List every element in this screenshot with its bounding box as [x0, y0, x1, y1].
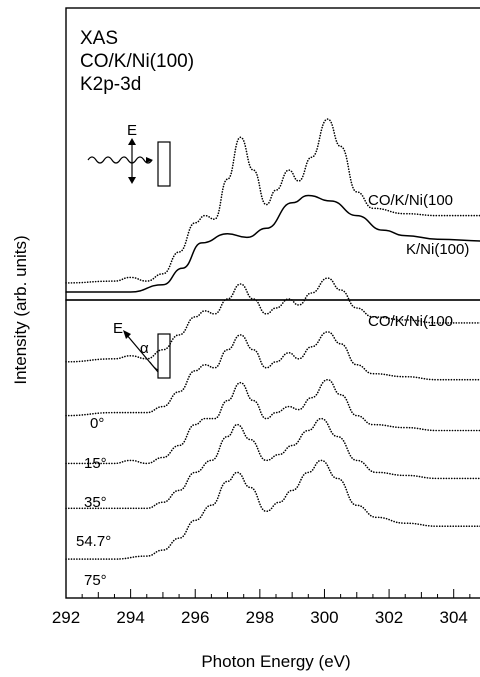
x-axis-label: Photon Energy (eV) — [201, 652, 350, 671]
x-tick-label: 298 — [246, 608, 274, 627]
title-line-1: XAS — [80, 28, 118, 49]
normal-incidence-inset: E — [87, 122, 171, 187]
sample-icon-bottom — [157, 333, 171, 379]
wavy-photon-icon — [87, 156, 153, 164]
x-tick-label: 302 — [375, 608, 403, 627]
angle-label-0: 0° — [90, 415, 104, 432]
e-vector-arrowhead-up — [128, 138, 136, 145]
title-line-2: CO/K/Ni(100) — [80, 51, 194, 72]
series-line-bottom-4 — [65, 459, 480, 560]
x-tick-label: 294 — [116, 608, 144, 627]
x-tick-label: 292 — [52, 608, 80, 627]
bottom-inset-e-label: E — [113, 320, 123, 337]
series-line-bottom-0 — [65, 277, 480, 363]
spectra-curves — [65, 118, 480, 560]
sample-icon — [157, 141, 171, 187]
series-line-bottom-2 — [65, 378, 480, 465]
angle-arc — [149, 361, 159, 371]
angle-label-35: 35° — [84, 494, 107, 511]
tilted-e-arrowhead — [123, 330, 131, 339]
bottom-panel-frame — [65, 299, 480, 599]
x-tick-label: 304 — [440, 608, 468, 627]
alpha-symbol: α — [140, 340, 149, 357]
photon-arrowhead — [146, 157, 153, 163]
series-line-top-1 — [65, 194, 480, 293]
series-line-bottom-1 — [65, 331, 480, 417]
angle-label-54-7: 54.7° — [76, 533, 111, 550]
grazing-incidence-inset: E α — [113, 320, 171, 379]
top-inset-e-label: E — [127, 122, 137, 139]
top-series-label-cok: CO/K/Ni(100 — [368, 192, 453, 209]
title-line-3: K2p-3d — [80, 74, 141, 95]
x-tick-label: 300 — [310, 608, 338, 627]
x-axis-ticks: 292 294 296 298 300 302 304 — [52, 589, 471, 627]
x-tick-label: 296 — [181, 608, 209, 627]
series-line-bottom-3 — [65, 417, 480, 510]
e-vector-arrowhead-down — [128, 177, 136, 184]
y-axis-label: Intensity (arb. units) — [11, 235, 30, 384]
angle-label-75: 75° — [84, 572, 107, 589]
top-series-label-k: K/Ni(100) — [406, 241, 469, 258]
bottom-series-label: CO/K/Ni(100 — [368, 313, 453, 330]
